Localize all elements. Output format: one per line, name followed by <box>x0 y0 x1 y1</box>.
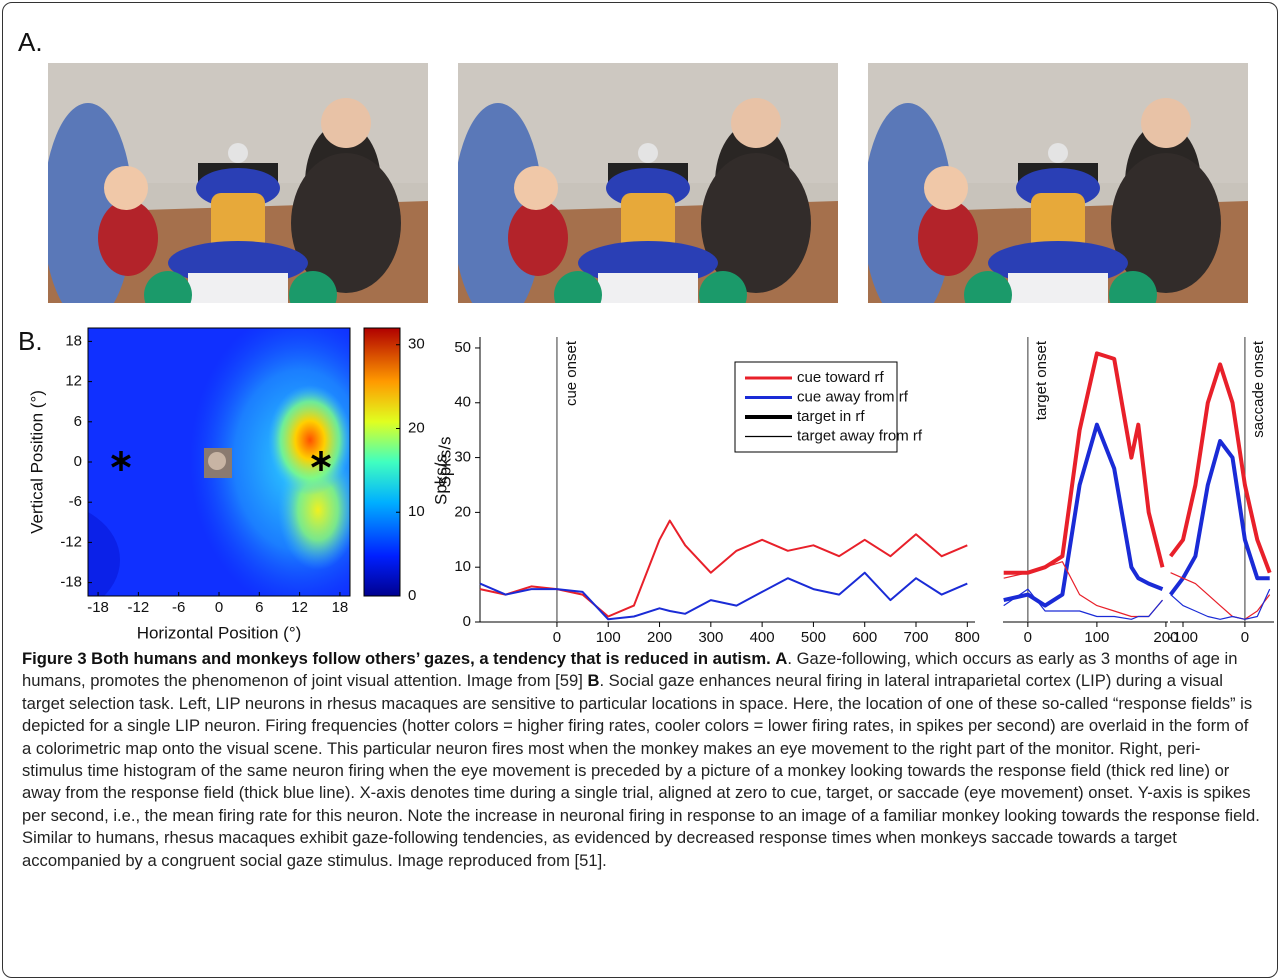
x-tick-label: 0 <box>1241 629 1249 645</box>
series-line <box>1169 362 1272 574</box>
x-tick-label: 600 <box>852 629 877 645</box>
x-tick-label: 500 <box>801 629 826 645</box>
y-tick-label: 12 <box>65 373 82 390</box>
colorbar <box>363 327 401 597</box>
y-tick-label: 0 <box>74 453 82 470</box>
series-line <box>479 571 968 621</box>
legend-label: cue toward rf <box>797 369 885 386</box>
y-tick-label: 50 <box>454 339 471 356</box>
legend-label: target away from rf <box>797 427 923 444</box>
caption-title: Figure 3 Both humans and monkeys follow … <box>22 649 771 668</box>
panel-label: B. <box>18 326 43 356</box>
x-tick-label: 6 <box>255 599 263 616</box>
x-tick-label: 0 <box>215 599 223 616</box>
y-axis-title: Vertical Position (°) <box>27 390 46 534</box>
colorbar-tick-label: 0 <box>408 587 416 604</box>
onset-label: target onset <box>1033 340 1050 420</box>
x-tick-label: 800 <box>955 629 980 645</box>
x-tick-label: 100 <box>596 629 621 645</box>
x-tick-label: 200 <box>647 629 672 645</box>
figure: A. B. -18 -12 -6 0 6 12 18 -18 -12 -6 0 6 12 18 Horizo… <box>18 27 1274 645</box>
y-tick-label: -12 <box>60 533 82 550</box>
x-tick-label: -6 <box>172 599 185 616</box>
photo <box>868 63 1248 303</box>
onset-label: saccade onset <box>1250 340 1267 438</box>
x-axis-title: Horizontal Position (°) <box>137 623 302 642</box>
x-tick-label: 100 <box>1084 629 1109 645</box>
x-tick-label: 0 <box>553 629 561 645</box>
y-tick-label: 30 <box>454 449 471 466</box>
heatmap-image <box>88 328 350 596</box>
y-tick-label: 40 <box>454 394 471 411</box>
legend-label: cue away from rf <box>797 388 909 405</box>
series-line <box>1170 572 1271 620</box>
series-line <box>1170 588 1271 620</box>
legend-label: target in rf <box>797 408 865 425</box>
photo <box>48 63 428 303</box>
x-tick-label: -100 <box>1168 629 1198 645</box>
caption-text: . Gaze-following, which occurs as early … <box>22 649 1238 691</box>
y-tick-label: -18 <box>60 574 82 591</box>
colorbar-tick-label: 10 <box>408 503 425 520</box>
x-tick-label: -12 <box>128 599 150 616</box>
onset-label: cue onset <box>563 340 580 406</box>
x-tick-label: 12 <box>291 599 308 616</box>
caption: Figure 3 Both humans and monkeys follow … <box>22 648 1260 872</box>
colorbar-tick-label: 20 <box>408 419 425 436</box>
x-tick-label: 200 <box>1153 629 1178 645</box>
series-line <box>1169 439 1270 596</box>
series-line <box>1003 588 1163 620</box>
y-tick-label: 20 <box>454 503 471 520</box>
y-axis-title: Spks/s <box>431 454 450 505</box>
caption-label: B <box>587 671 600 691</box>
x-tick-label: 0 <box>1024 629 1032 645</box>
y-tick-label: 0 <box>463 613 471 630</box>
x-tick-label: 700 <box>903 629 928 645</box>
x-tick-label: 300 <box>698 629 723 645</box>
panel-label: A. <box>18 27 43 57</box>
colorbar-title: Spks/s <box>435 436 454 487</box>
x-tick-label: 400 <box>750 629 775 645</box>
x-tick-label: 18 <box>332 599 349 616</box>
photo <box>458 63 838 303</box>
y-tick-label: 18 <box>65 332 82 349</box>
colorbar-tick-label: 30 <box>408 336 425 353</box>
caption-label: A <box>775 649 788 668</box>
y-tick-label: 10 <box>454 558 471 575</box>
caption-text: . Social gaze enhances neural firing in … <box>22 671 1260 870</box>
series-line <box>1003 422 1164 608</box>
y-tick-label: -6 <box>69 493 82 510</box>
x-tick-label: -18 <box>87 599 109 616</box>
y-tick-label: 6 <box>74 413 82 430</box>
